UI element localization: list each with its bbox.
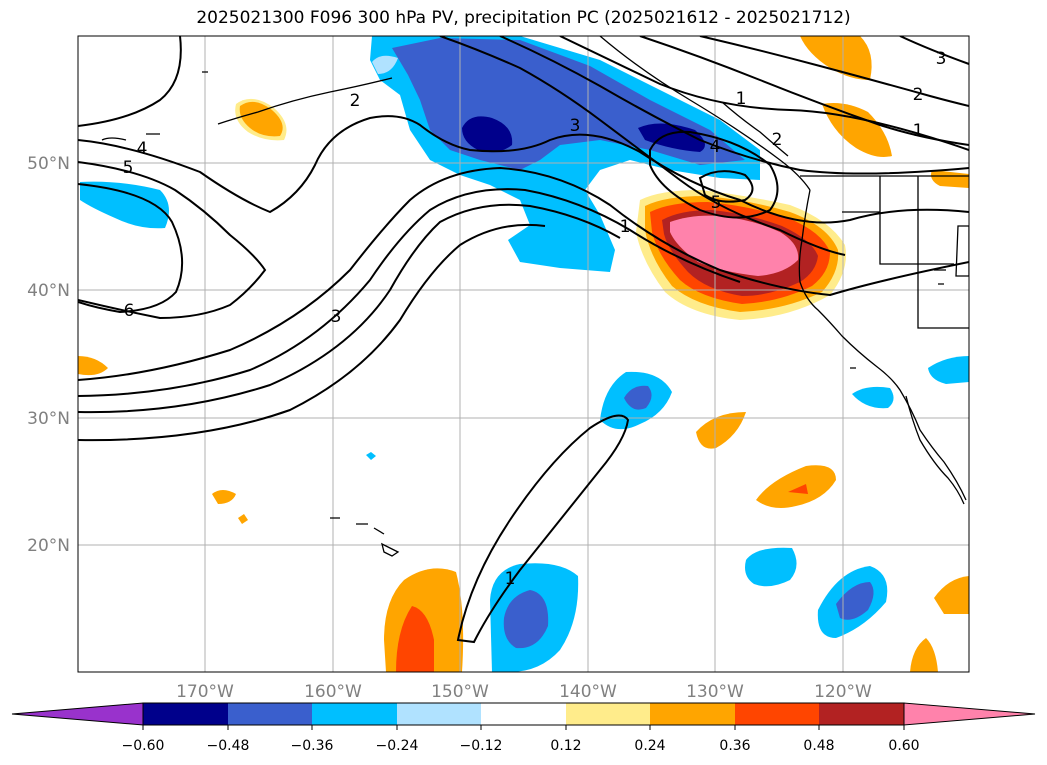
lon-label: 150°W (431, 682, 489, 702)
colorbar-tick-label: −0.24 (376, 738, 419, 754)
colorbar-extend-high (903, 702, 1036, 726)
neg-precip-north-core (462, 116, 513, 153)
lat-label: 30°N (27, 409, 70, 429)
colorbar-tick-label: 0.12 (550, 738, 581, 754)
colorbar-tick-label: 0.24 (634, 738, 665, 754)
contour-label: 3 (331, 307, 342, 327)
colorbar-segment (819, 703, 904, 725)
colorbar-tick-label: −0.60 (122, 738, 165, 754)
colorbar-segment (735, 703, 819, 725)
neg-precip-north-core2 (638, 123, 705, 152)
colorbar-frame (142, 702, 905, 726)
lon-label: 130°W (686, 682, 744, 702)
contour-labels: 2 4 5 6 3 3 1 4 5 1 2 1 2 3 1 (123, 49, 947, 589)
map-title: 2025021300 F096 300 hPa PV, precipitatio… (196, 8, 851, 28)
colorbar-segment (228, 703, 312, 725)
colorbar-tick-label: −0.36 (291, 738, 334, 754)
lon-axis: 170°W 160°W 150°W 140°W 130°W 120°W (176, 682, 872, 702)
lat-label: 40°N (27, 281, 70, 301)
colorbar-segment (397, 703, 481, 725)
contour-label: 2 (350, 91, 361, 111)
colorbar: −0.60 −0.48 −0.36 −0.24 −0.12 0.12 0.24 … (11, 702, 1036, 754)
lon-label: 160°W (304, 682, 362, 702)
pos-precip-main-core (670, 215, 799, 276)
contour-label: 1 (620, 217, 631, 237)
contour-label: 1 (736, 89, 747, 109)
contour-label: 1 (913, 121, 924, 141)
lat-label: 20°N (27, 536, 70, 556)
colorbar-segment (566, 703, 650, 725)
graticule (78, 36, 969, 672)
precip-shading (78, 36, 969, 672)
colorbar-ticks (142, 725, 905, 730)
contour-label: 3 (936, 49, 947, 69)
pv-contours (78, 36, 969, 644)
contour-label: 6 (124, 301, 135, 321)
colorbar-tick-label: 0.36 (719, 738, 750, 754)
colorbar-segment (312, 703, 397, 725)
colorbar-extend-low (11, 702, 144, 726)
colorbar-segment (650, 703, 735, 725)
contour-label: 1 (505, 569, 516, 589)
coastlines (101, 36, 969, 557)
colorbar-tick-label: 0.60 (888, 738, 919, 754)
lat-label: 50°N (27, 154, 70, 174)
colorbar-segment (143, 703, 228, 725)
lon-label: 170°W (176, 682, 234, 702)
contour-label: 5 (123, 158, 134, 178)
map-frame (77, 35, 970, 673)
contour-label: 3 (570, 116, 581, 136)
neg-precip-west (80, 181, 169, 229)
colorbar-tick-label: −0.12 (460, 738, 503, 754)
colorbar-tick-label: −0.48 (207, 738, 250, 754)
contour-label: 4 (710, 137, 721, 157)
lon-label: 140°W (559, 682, 617, 702)
contour-label: 5 (711, 193, 722, 213)
contour-label: 2 (772, 130, 783, 150)
colorbar-segment (481, 703, 566, 725)
contour-label: 4 (137, 139, 148, 159)
colorbar-tick-label: 0.48 (803, 738, 834, 754)
lon-label: 120°W (814, 682, 872, 702)
contour-label: 2 (913, 85, 924, 105)
lat-axis: 50°N 40°N 30°N 20°N (27, 154, 70, 556)
